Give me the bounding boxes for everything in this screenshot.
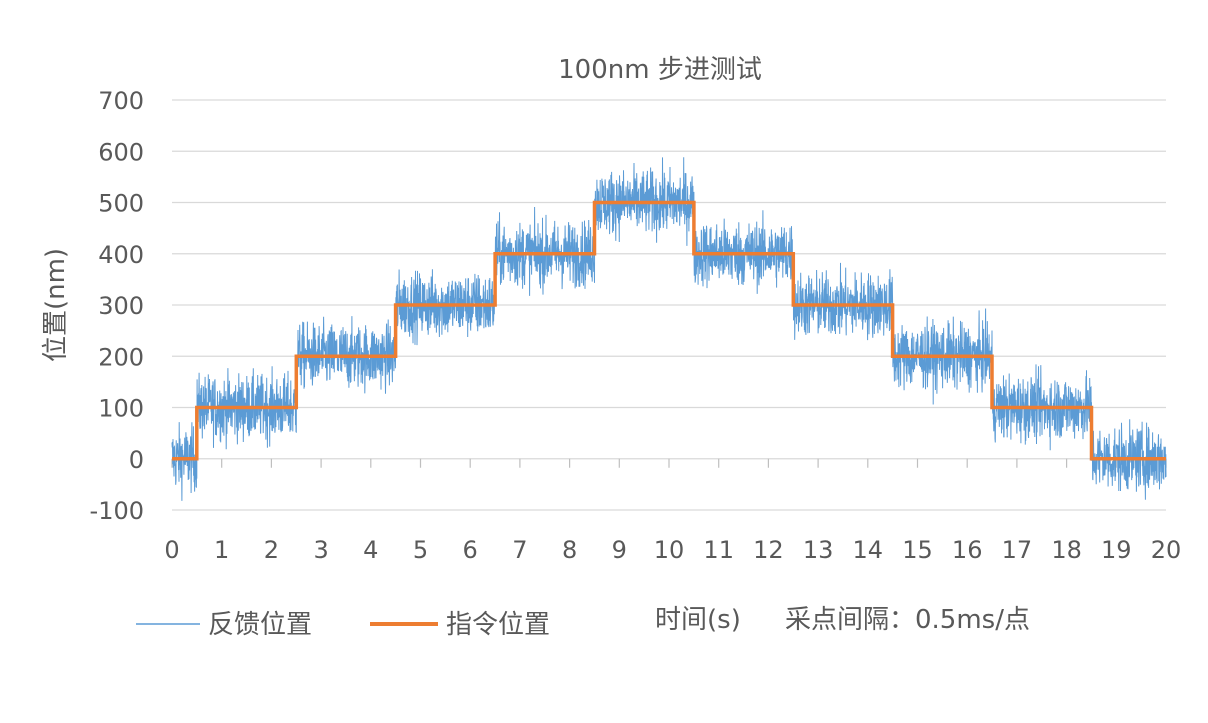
x-tick-label: 10	[654, 536, 685, 564]
x-tick-label: 2	[264, 536, 279, 564]
plot-area	[171, 157, 1167, 501]
x-tick-label: 8	[562, 536, 577, 564]
x-tick-label: 15	[902, 536, 933, 564]
x-tick-label: 3	[313, 536, 328, 564]
x-tick-marks	[171, 458, 1167, 468]
y-tick-labels: -100 0 100 200 300 400 500 600 700	[90, 87, 144, 525]
chart-title: 100nm 步进测试	[558, 55, 762, 85]
legend-label-command: 指令位置	[446, 610, 550, 640]
legend: 反馈位置 指令位置	[136, 610, 550, 640]
legend-label-feedback: 反馈位置	[208, 610, 312, 640]
x-tick-label: 16	[952, 536, 983, 564]
y-tick-label: 300	[98, 292, 144, 320]
x-tick-label: 19	[1101, 536, 1132, 564]
y-tick-label: 400	[98, 241, 144, 269]
x-tick-label: 12	[753, 536, 784, 564]
x-tick-label: 18	[1051, 536, 1082, 564]
x-axis-label: 时间(s)	[655, 605, 741, 635]
x-tick-label: 4	[363, 536, 378, 564]
y-axis-label: 位置(nm)	[41, 248, 71, 362]
series-command-line	[172, 200, 1166, 461]
x-tick-label: 5	[413, 536, 428, 564]
x-tick-label: 20	[1151, 536, 1182, 564]
x-tick-label: 9	[612, 536, 627, 564]
x-tick-labels: 0 1 2 3 4 5 6 7 8 9 10 11 12 13 14 15 16 17 18 19 20	[164, 536, 1181, 564]
x-tick-label: 6	[463, 536, 478, 564]
sampling-note: 采点间隔：0.5ms/点	[785, 605, 1030, 635]
x-tick-label: 7	[512, 536, 527, 564]
x-tick-label: 14	[853, 536, 884, 564]
series-feedback-line	[171, 157, 1167, 501]
y-tick-label: -100	[90, 497, 144, 525]
y-tick-label: 600	[98, 138, 144, 166]
y-tick-label: 700	[98, 87, 144, 115]
x-tick-label: 1	[214, 536, 229, 564]
x-tick-label: 13	[803, 536, 834, 564]
gridlines	[172, 99, 1166, 511]
y-tick-label: 0	[129, 446, 144, 474]
x-tick-label: 11	[703, 536, 734, 564]
y-tick-label: 100	[98, 395, 144, 423]
x-tick-label: 0	[164, 536, 179, 564]
x-tick-label: 17	[1002, 536, 1033, 564]
y-tick-label: 200	[98, 343, 144, 371]
y-tick-label: 500	[98, 190, 144, 218]
